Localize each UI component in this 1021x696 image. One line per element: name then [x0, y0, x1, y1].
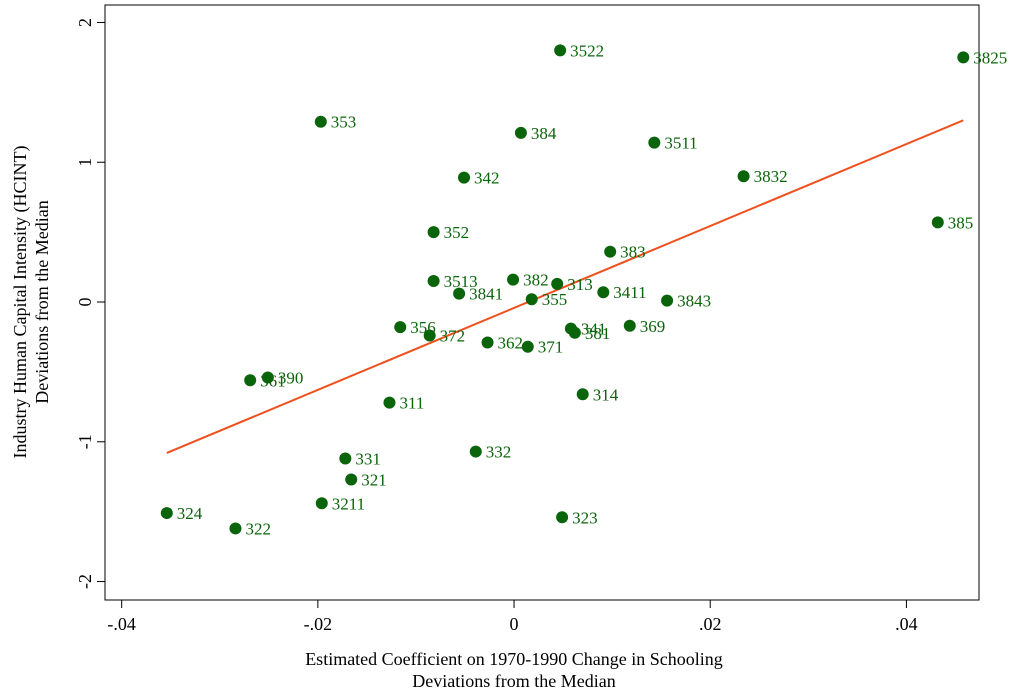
point: [576, 388, 589, 401]
point: [957, 51, 970, 64]
point-label: 381: [585, 324, 611, 343]
point: [394, 321, 407, 334]
point-label: 382: [523, 271, 549, 290]
point-label: 362: [498, 334, 524, 353]
y-axis-label: Industry Human Capital Intensity (HCINT): [10, 146, 31, 459]
point: [597, 286, 610, 299]
point-label: 3522: [570, 41, 604, 60]
point: [427, 226, 440, 239]
y-tick-label: 2: [75, 18, 95, 27]
point-label: 3825: [973, 48, 1007, 67]
x-tick-label: .04: [895, 614, 918, 634]
point-label: 3511: [664, 134, 697, 153]
point-label: 384: [531, 124, 557, 143]
point: [556, 511, 569, 524]
point-label: 322: [245, 519, 271, 538]
point-label: 332: [486, 443, 512, 462]
fit-line: [166, 119, 964, 454]
point: [514, 126, 527, 139]
point: [623, 319, 636, 332]
point: [244, 374, 257, 387]
point: [661, 294, 674, 307]
point: [568, 326, 581, 339]
point: [521, 340, 534, 353]
point: [314, 115, 327, 128]
point: [160, 507, 173, 520]
point-label: 372: [440, 327, 466, 346]
point: [737, 170, 750, 183]
point: [315, 497, 328, 510]
point-label: 355: [542, 290, 568, 309]
x-axis-label: Estimated Coefficient on 1970-1990 Chang…: [305, 649, 723, 669]
point-label: 342: [474, 169, 500, 188]
y-tick-label: -1: [75, 434, 95, 449]
point-label: 352: [444, 223, 470, 242]
point-label: 369: [640, 317, 666, 336]
point: [507, 273, 520, 286]
point: [261, 371, 274, 384]
x-tick-label: -.04: [107, 614, 136, 634]
point: [423, 329, 436, 342]
point-label: 3832: [754, 167, 788, 186]
point: [383, 396, 396, 409]
point: [345, 473, 358, 486]
point: [458, 171, 471, 184]
point: [469, 445, 482, 458]
x-tick-label: 0: [510, 614, 519, 634]
x-axis-label: Deviations from the Median: [412, 671, 615, 691]
point-label: 353: [331, 113, 357, 132]
point-label: 383: [620, 243, 646, 262]
point: [427, 275, 440, 288]
point: [551, 277, 564, 290]
point: [554, 44, 567, 57]
point-label: 324: [177, 504, 203, 523]
point: [453, 287, 466, 300]
y-tick-label: 0: [75, 298, 95, 307]
point-label: 323: [572, 508, 598, 527]
point-label: 385: [948, 213, 974, 232]
point-label: 321: [361, 471, 387, 490]
point: [648, 136, 661, 149]
point-label: 371: [538, 338, 564, 357]
point: [931, 216, 944, 229]
y-tick-label: -2: [75, 574, 95, 589]
point-label: 311: [399, 394, 424, 413]
point-label: 390: [278, 368, 304, 387]
point: [604, 245, 617, 258]
point-label: 3841: [469, 285, 503, 304]
point: [481, 336, 494, 349]
y-axis-label: Deviations from the Median: [32, 200, 52, 403]
y-tick-label: 1: [75, 158, 95, 167]
point-label: 314: [593, 385, 619, 404]
point-label: 331: [355, 450, 381, 469]
point-label: 3843: [677, 292, 711, 311]
point: [229, 522, 242, 535]
point-label: 3513: [444, 272, 478, 291]
point-label: 313: [567, 275, 593, 294]
x-tick-label: -.02: [304, 614, 333, 634]
x-tick-label: .02: [699, 614, 722, 634]
point: [339, 452, 352, 465]
point-label: 341: [581, 320, 607, 339]
point-label: 3211: [332, 494, 365, 513]
point: [525, 293, 538, 306]
point-label: 3411: [613, 283, 646, 302]
